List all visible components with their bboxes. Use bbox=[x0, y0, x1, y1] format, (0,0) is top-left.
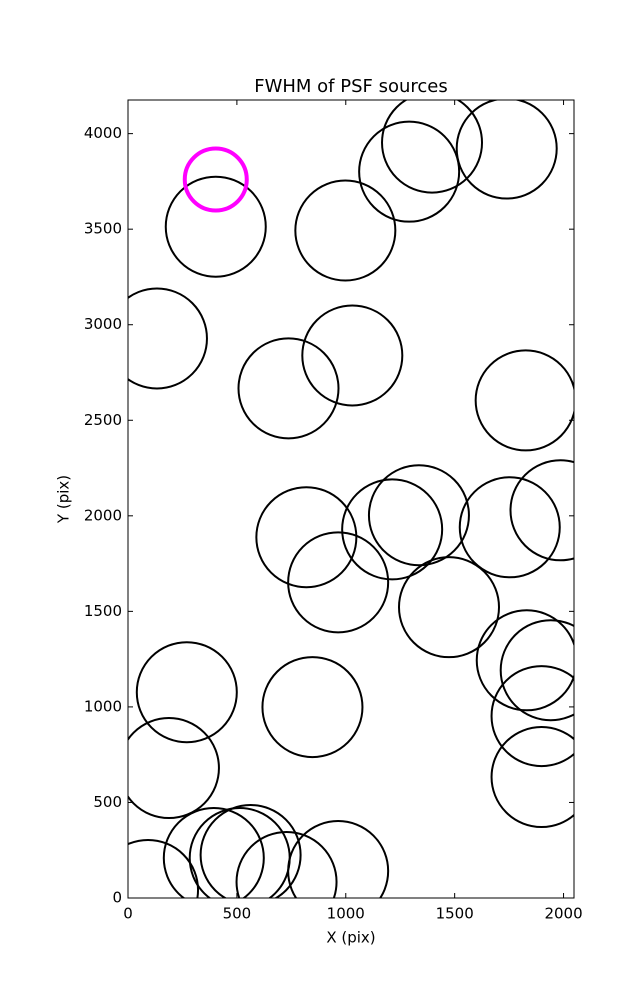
x-axis-label: X (pix) bbox=[326, 929, 375, 947]
source-circle bbox=[287, 531, 390, 634]
highlight-circle bbox=[182, 146, 249, 213]
source-circle bbox=[128, 287, 208, 390]
source-circle bbox=[287, 820, 390, 898]
y-tick-label: 1000 bbox=[84, 697, 122, 715]
source-circle bbox=[162, 807, 265, 898]
source-circle bbox=[294, 179, 397, 282]
source-circle bbox=[135, 641, 238, 744]
source-circle bbox=[199, 804, 302, 898]
source-circle bbox=[475, 609, 574, 712]
x-tick-label: 1500 bbox=[436, 905, 474, 923]
source-circle bbox=[235, 830, 338, 898]
y-tick-label: 2500 bbox=[84, 411, 122, 429]
plot-frame bbox=[127, 99, 575, 899]
x-tick-label: 2000 bbox=[544, 905, 582, 923]
source-circle bbox=[367, 464, 470, 567]
x-tick-label: 0 bbox=[123, 905, 133, 923]
source-circle bbox=[128, 717, 220, 820]
source-circle bbox=[455, 100, 558, 200]
source-circle bbox=[341, 478, 444, 581]
source-circle bbox=[458, 476, 561, 579]
y-tick-label: 1500 bbox=[84, 602, 122, 620]
source-circle bbox=[381, 100, 483, 194]
x-tick-label: 500 bbox=[223, 905, 252, 923]
source-circle bbox=[490, 726, 574, 829]
source-circle bbox=[255, 486, 358, 589]
source-circle bbox=[128, 838, 200, 898]
chart-title: FWHM of PSF sources bbox=[254, 76, 448, 97]
source-circle bbox=[237, 337, 340, 440]
y-tick-label: 3500 bbox=[84, 220, 122, 238]
source-circle bbox=[358, 120, 461, 223]
source-circle bbox=[474, 349, 574, 452]
source-circle bbox=[499, 619, 574, 722]
y-tick-label: 0 bbox=[112, 889, 122, 907]
y-tick-label: 500 bbox=[93, 793, 122, 811]
source-circle bbox=[490, 665, 574, 768]
x-tick-label: 1000 bbox=[327, 905, 365, 923]
y-tick-label: 4000 bbox=[84, 124, 122, 142]
source-circle bbox=[397, 556, 500, 659]
source-circle bbox=[261, 656, 364, 759]
source-circle bbox=[164, 175, 267, 278]
source-circle bbox=[509, 459, 574, 562]
y-tick-label: 3000 bbox=[84, 315, 122, 333]
source-circle bbox=[301, 304, 404, 407]
y-axis-label: Y (pix) bbox=[55, 475, 73, 524]
y-tick-label: 2000 bbox=[84, 506, 122, 524]
plot-area bbox=[128, 100, 574, 898]
